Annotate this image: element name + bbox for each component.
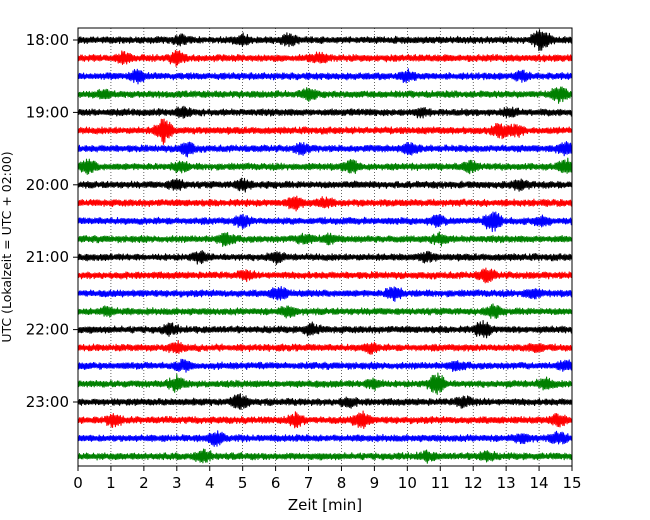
x-tick-label: 5 bbox=[238, 474, 248, 492]
x-tick-label: 0 bbox=[73, 474, 83, 492]
trace-2000 bbox=[77, 177, 573, 193]
x-tick-label: 7 bbox=[304, 474, 314, 492]
x-tick-label: 14 bbox=[530, 474, 549, 492]
trace-2145 bbox=[77, 303, 573, 319]
trace-1930 bbox=[77, 141, 573, 158]
trace-2130 bbox=[77, 285, 573, 302]
trace-1945 bbox=[77, 157, 573, 175]
y-ticks: 18:00 19:00 20:00 21:00 22:00 23:00 bbox=[26, 31, 78, 411]
trace-2030 bbox=[77, 211, 573, 233]
y-tick-label: 19:00 bbox=[26, 103, 69, 121]
trace-2115 bbox=[77, 267, 573, 284]
x-tick-label: 3 bbox=[172, 474, 182, 492]
x-axis-label: Zeit [min] bbox=[288, 496, 362, 514]
trace-2100 bbox=[77, 250, 573, 266]
x-tick-label: 2 bbox=[139, 474, 149, 492]
trace-group bbox=[77, 29, 573, 464]
trace-2015 bbox=[77, 195, 573, 212]
x-tick-label: 10 bbox=[398, 474, 417, 492]
trace-2330 bbox=[77, 430, 573, 447]
x-tick-label: 11 bbox=[431, 474, 450, 492]
x-tick-label: 9 bbox=[370, 474, 380, 492]
trace-1830 bbox=[77, 68, 573, 85]
x-tick-label: 15 bbox=[562, 474, 581, 492]
y-tick-label: 23:00 bbox=[26, 393, 69, 411]
y-axis-label: UTC (Lokalzeit = UTC + 02:00) bbox=[0, 151, 14, 342]
trace-1900 bbox=[77, 105, 573, 119]
y-tick-label: 22:00 bbox=[26, 321, 69, 339]
trace-2300 bbox=[77, 393, 573, 411]
x-tick-label: 12 bbox=[464, 474, 483, 492]
trace-2345 bbox=[77, 448, 573, 464]
x-tick-label: 6 bbox=[271, 474, 281, 492]
y-tick-label: 20:00 bbox=[26, 176, 69, 194]
x-tick-label: 1 bbox=[106, 474, 116, 492]
trace-2245 bbox=[77, 372, 573, 395]
x-tick-label: 4 bbox=[205, 474, 215, 492]
trace-2200 bbox=[77, 320, 573, 339]
trace-2315 bbox=[77, 410, 573, 430]
trace-2230 bbox=[77, 358, 573, 373]
trace-2215 bbox=[77, 340, 573, 355]
x-tick-label: 8 bbox=[337, 474, 347, 492]
plot-frame bbox=[77, 27, 573, 467]
trace-1915 bbox=[77, 118, 573, 145]
y-tick-label: 18:00 bbox=[26, 31, 69, 49]
trace-2045 bbox=[77, 231, 573, 247]
trace-1800 bbox=[77, 29, 573, 52]
grid-lines bbox=[110, 28, 540, 466]
x-tick-label: 13 bbox=[497, 474, 516, 492]
y-tick-label: 21:00 bbox=[26, 248, 69, 266]
trace-1845 bbox=[77, 86, 573, 104]
x-ticks: 0 1 2 3 4 5 6 7 8 9 10 11 12 13 14 15 bbox=[73, 466, 582, 492]
trace-1815 bbox=[77, 49, 573, 67]
